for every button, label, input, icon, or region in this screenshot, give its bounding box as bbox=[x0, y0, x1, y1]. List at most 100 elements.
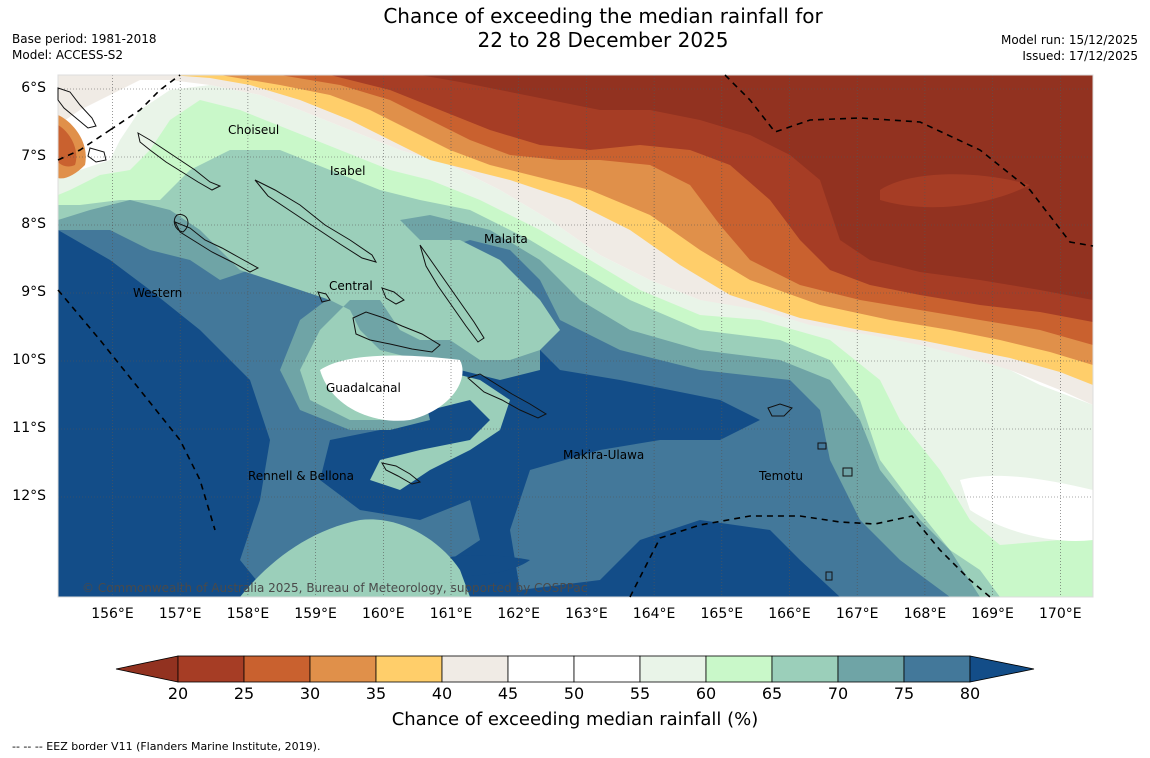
eez-border-northwest bbox=[57, 129, 111, 161]
title-line-1: Chance of exceeding the median rainfall … bbox=[383, 4, 823, 28]
island-new-georgia bbox=[173, 221, 260, 273]
place-makira: Makira-Ulawa bbox=[563, 448, 644, 462]
graticule bbox=[57, 74, 1094, 598]
place-rennell: Rennell & Bellona bbox=[248, 469, 354, 483]
island-bougainville bbox=[57, 87, 97, 129]
island-santa-cruz bbox=[767, 403, 793, 417]
colorbar-segment bbox=[903, 655, 971, 683]
colorbar-segment bbox=[837, 655, 905, 683]
lon-label: 156°E bbox=[91, 606, 134, 622]
place-western: Western bbox=[133, 286, 182, 300]
lon-label: 163°E bbox=[565, 606, 608, 622]
colorbar-under-triangle bbox=[115, 655, 179, 683]
field-patch-west-red bbox=[58, 125, 77, 167]
issued-date: Issued: 17/12/2025 bbox=[1022, 49, 1138, 63]
lon-label: 170°E bbox=[1039, 606, 1082, 622]
map-fields bbox=[58, 75, 1093, 597]
colorbar-tick: 40 bbox=[431, 684, 453, 703]
model-info: Base period: 1981-2018 Model: ACCESS-S2 bbox=[12, 31, 157, 63]
base-period: Base period: 1981-2018 bbox=[12, 32, 157, 46]
place-choiseul: Choiseul bbox=[228, 123, 279, 137]
lat-label: 9°S bbox=[21, 284, 46, 300]
lat-label: 7°S bbox=[21, 148, 46, 164]
lon-label: 169°E bbox=[971, 606, 1014, 622]
field-patch-east-white bbox=[960, 475, 1093, 541]
place-guadalcanal: Guadalcanal bbox=[326, 381, 401, 395]
lon-label: 164°E bbox=[632, 606, 676, 622]
island-makira bbox=[467, 373, 548, 419]
place-isabel: Isabel bbox=[330, 164, 365, 178]
place-central: Central bbox=[329, 279, 373, 293]
coastlines bbox=[57, 87, 853, 581]
lat-label: 11°S bbox=[12, 420, 46, 436]
lat-label: 6°S bbox=[21, 80, 46, 96]
field-patch-east-green bbox=[930, 395, 1071, 446]
colorbar-tick: 55 bbox=[629, 684, 651, 703]
run-info: Model run: 15/12/2025 Issued: 17/12/2025 bbox=[1001, 32, 1138, 64]
island-shortlands bbox=[87, 147, 107, 163]
lat-label: 8°S bbox=[21, 216, 46, 232]
colorbar-segment bbox=[771, 655, 839, 683]
colorbar-tick: 35 bbox=[365, 684, 387, 703]
colorbar-title: Chance of exceeding median rainfall (%) bbox=[391, 709, 759, 730]
place-malaita: Malaita bbox=[484, 232, 528, 246]
lon-label: 159°E bbox=[294, 606, 337, 622]
lon-label: 165°E bbox=[700, 606, 744, 622]
lon-label: 161°E bbox=[429, 606, 473, 622]
island-utupua bbox=[842, 467, 853, 477]
model-run: Model run: 15/12/2025 bbox=[1000, 33, 1138, 47]
island-tikopia bbox=[825, 571, 833, 581]
map-frame bbox=[57, 74, 1094, 598]
colorbar-segment bbox=[705, 655, 773, 683]
colorbar-segment bbox=[441, 655, 509, 683]
colorbar-tick: 45 bbox=[497, 684, 519, 703]
island-malaita bbox=[419, 244, 485, 343]
colorbar-tick: 30 bbox=[299, 684, 321, 703]
lat-label: 12°S bbox=[12, 488, 46, 504]
colorbar-tick: 70 bbox=[827, 684, 849, 703]
lon-label: 162°E bbox=[497, 606, 540, 622]
colorbar-tick: 50 bbox=[563, 684, 585, 703]
colorbar-segment bbox=[375, 655, 443, 683]
colorbar-segment bbox=[243, 655, 311, 683]
title-line-2: 22 to 28 December 2025 bbox=[477, 28, 729, 52]
lon-label: 168°E bbox=[903, 606, 947, 622]
island-vanikoro bbox=[817, 442, 827, 450]
colorbar-over-triangle bbox=[969, 655, 1035, 683]
lat-label: 10°S bbox=[12, 352, 46, 368]
island-kolombangara bbox=[173, 214, 189, 233]
island-guadalcanal bbox=[352, 311, 441, 353]
copyright-notice: © Commonwealth of Australia 2025, Bureau… bbox=[82, 581, 587, 595]
island-choiseul bbox=[137, 131, 222, 191]
colorbar-tick: 25 bbox=[233, 684, 255, 703]
field-patch-guadal-white bbox=[320, 355, 463, 421]
island-isabel bbox=[254, 179, 378, 263]
eez-border-northeast bbox=[724, 74, 1094, 247]
place-temotu: Temotu bbox=[758, 469, 803, 483]
lon-label: 157°E bbox=[158, 606, 202, 622]
eez-borders bbox=[57, 74, 1094, 598]
place-labels: Choiseul Isabel Malaita Western Central … bbox=[133, 123, 803, 483]
lon-label: 158°E bbox=[226, 606, 270, 622]
lon-label: 160°E bbox=[362, 606, 405, 622]
colorbar-tick: 75 bbox=[893, 684, 915, 703]
colorbar-segment bbox=[177, 655, 245, 683]
colorbar-segment bbox=[309, 655, 377, 683]
colorbar-tick: 65 bbox=[761, 684, 783, 703]
island-russell bbox=[317, 291, 331, 303]
island-florida bbox=[381, 287, 405, 305]
lon-label: 167°E bbox=[835, 606, 879, 622]
eez-footnote: -- -- -- EEZ border V11 (Flanders Marine… bbox=[12, 740, 321, 753]
island-rennell bbox=[381, 462, 422, 485]
colorbar-tick: 80 bbox=[959, 684, 981, 703]
field-patch-sw-green bbox=[240, 519, 470, 597]
colorbar bbox=[115, 655, 1035, 683]
colorbar-segment bbox=[639, 655, 707, 683]
lon-label: 166°E bbox=[768, 606, 811, 622]
model-name: Model: ACCESS-S2 bbox=[12, 48, 124, 62]
colorbar-tick: 60 bbox=[695, 684, 717, 703]
colorbar-tick: 20 bbox=[167, 684, 189, 703]
colorbar-segment bbox=[573, 655, 641, 683]
eez-border-west bbox=[57, 289, 216, 531]
